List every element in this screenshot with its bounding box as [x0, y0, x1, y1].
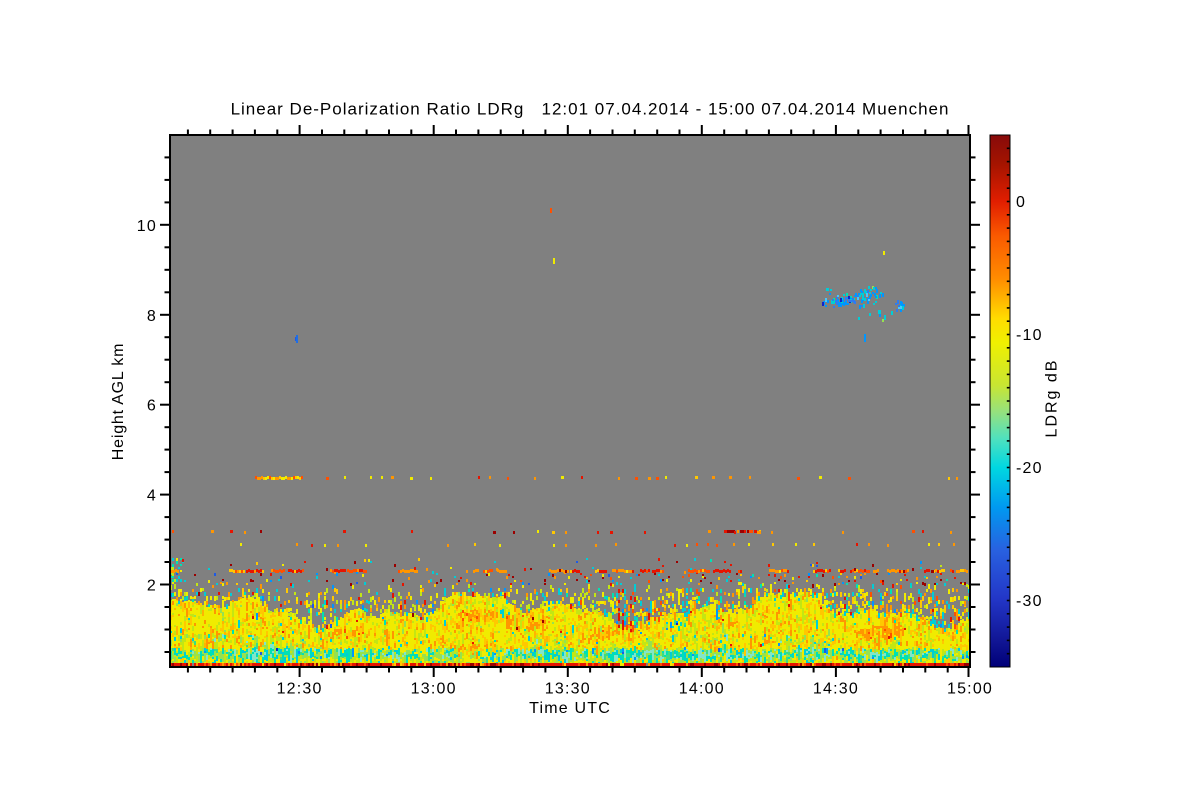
- svg-text:0: 0: [1016, 194, 1026, 211]
- svg-text:Time UTC: Time UTC: [529, 700, 611, 717]
- svg-text:Linear De-Polarization Ratio L: Linear De-Polarization Ratio LDRg 12:01 …: [231, 100, 950, 119]
- svg-text:Height AGL km: Height AGL km: [110, 343, 127, 460]
- svg-text:-20: -20: [1016, 460, 1043, 477]
- svg-text:12:30: 12:30: [277, 681, 323, 698]
- svg-text:2: 2: [147, 578, 157, 595]
- svg-text:14:30: 14:30: [813, 681, 859, 698]
- svg-text:8: 8: [147, 308, 157, 325]
- svg-text:10: 10: [137, 218, 157, 235]
- svg-text:6: 6: [147, 398, 157, 415]
- svg-text:4: 4: [147, 488, 157, 505]
- svg-text:-10: -10: [1016, 327, 1043, 344]
- svg-text:13:00: 13:00: [411, 681, 457, 698]
- svg-text:13:30: 13:30: [545, 681, 591, 698]
- svg-text:14:00: 14:00: [679, 681, 725, 698]
- svg-text:15:00: 15:00: [947, 681, 993, 698]
- svg-text:LDRg dB: LDRg dB: [1044, 359, 1061, 438]
- svg-text:-30: -30: [1016, 593, 1043, 610]
